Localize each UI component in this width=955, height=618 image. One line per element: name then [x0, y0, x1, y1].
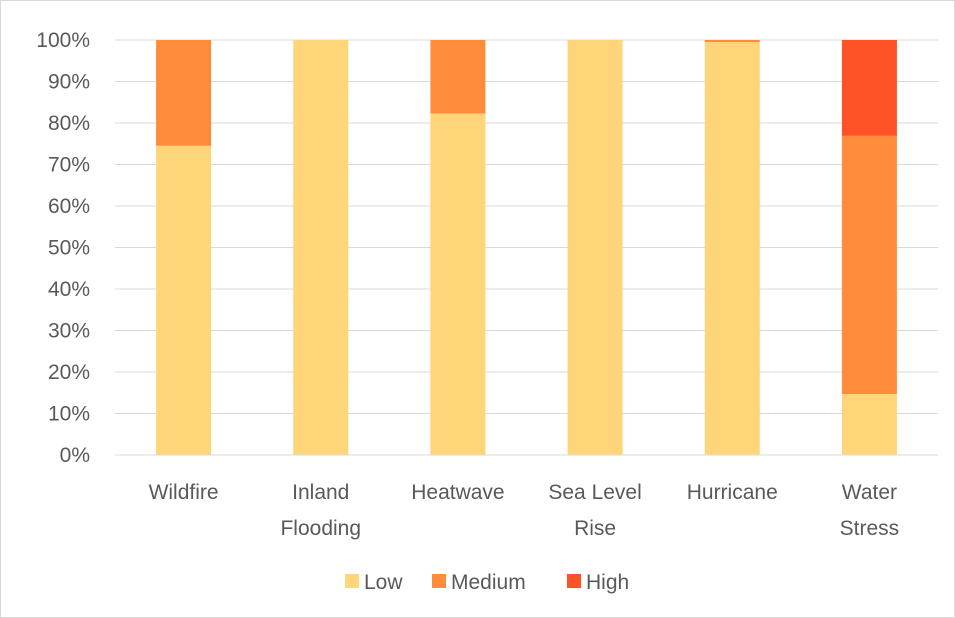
legend-swatch	[345, 574, 359, 588]
bar-segment-low	[704, 42, 760, 455]
x-category-label: Stress	[840, 517, 900, 540]
bar-segment-high	[841, 40, 897, 136]
y-tick-label: 100%	[36, 29, 90, 52]
legend-item-low: Low	[345, 571, 403, 594]
y-tick-label: 10%	[48, 403, 90, 426]
bar-segment-low	[156, 145, 212, 455]
legend-item-medium: Medium	[432, 571, 526, 594]
y-tick-label: 20%	[48, 361, 90, 384]
x-category-label: Flooding	[280, 517, 361, 540]
legend-label: Medium	[451, 571, 526, 594]
bar-segment-medium	[841, 135, 897, 394]
x-category-label: Inland	[292, 481, 349, 504]
bars	[156, 40, 897, 455]
x-category-label: Sea Level	[548, 481, 641, 504]
x-axis-labels: Wildfire Inland Flooding Heatwave Sea Level R…	[149, 481, 900, 540]
y-tick-label: 80%	[48, 112, 90, 135]
legend-label: Low	[364, 571, 403, 594]
x-category-label: Wildfire	[149, 481, 219, 504]
bar-segment-low	[841, 393, 897, 455]
bar-segment-medium	[430, 40, 486, 114]
legend-item-high: High	[567, 571, 629, 594]
y-tick-label: 70%	[48, 154, 90, 177]
bar-segment-medium	[704, 40, 760, 43]
legend-swatch	[567, 574, 581, 588]
bar-segment-medium	[156, 40, 212, 146]
y-tick-label: 40%	[48, 278, 90, 301]
bar-segment-low	[293, 40, 349, 455]
y-tick-label: 90%	[48, 71, 90, 94]
x-category-label: Rise	[574, 517, 616, 540]
y-axis-ticks: 0% 10% 20% 30% 40% 50% 60% 70% 80% 90% 100%	[36, 29, 90, 467]
y-tick-label: 0%	[60, 444, 90, 467]
legend-swatch	[432, 574, 446, 588]
bar-segment-low	[430, 113, 486, 455]
y-tick-label: 30%	[48, 320, 90, 343]
legend: Low Medium High	[345, 571, 629, 594]
bar-segment-low	[567, 40, 623, 455]
legend-label: High	[586, 571, 629, 594]
y-tick-label: 60%	[48, 195, 90, 218]
x-category-label: Water	[842, 481, 897, 504]
x-category-label: Heatwave	[411, 481, 504, 504]
x-category-label: Hurricane	[687, 481, 778, 504]
y-tick-label: 50%	[48, 237, 90, 260]
gridlines	[115, 39, 938, 414]
